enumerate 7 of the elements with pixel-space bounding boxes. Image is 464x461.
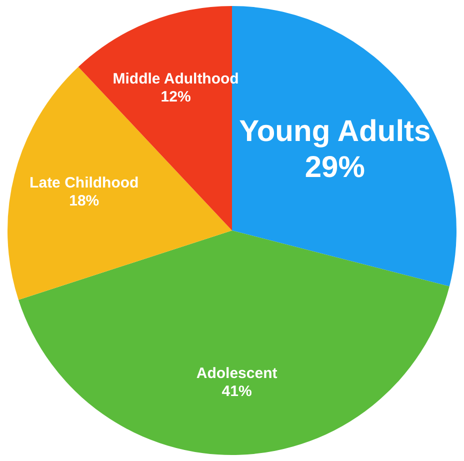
data-label: 29% (304, 150, 365, 184)
data-label: 41% (222, 383, 252, 400)
slice-label: Adolescent (196, 365, 278, 382)
slice-label: Young Adults (239, 114, 431, 148)
slice-label: Late Childhood (30, 174, 139, 192)
data-label: 18% (69, 192, 100, 210)
data-label: 12% (160, 88, 191, 106)
